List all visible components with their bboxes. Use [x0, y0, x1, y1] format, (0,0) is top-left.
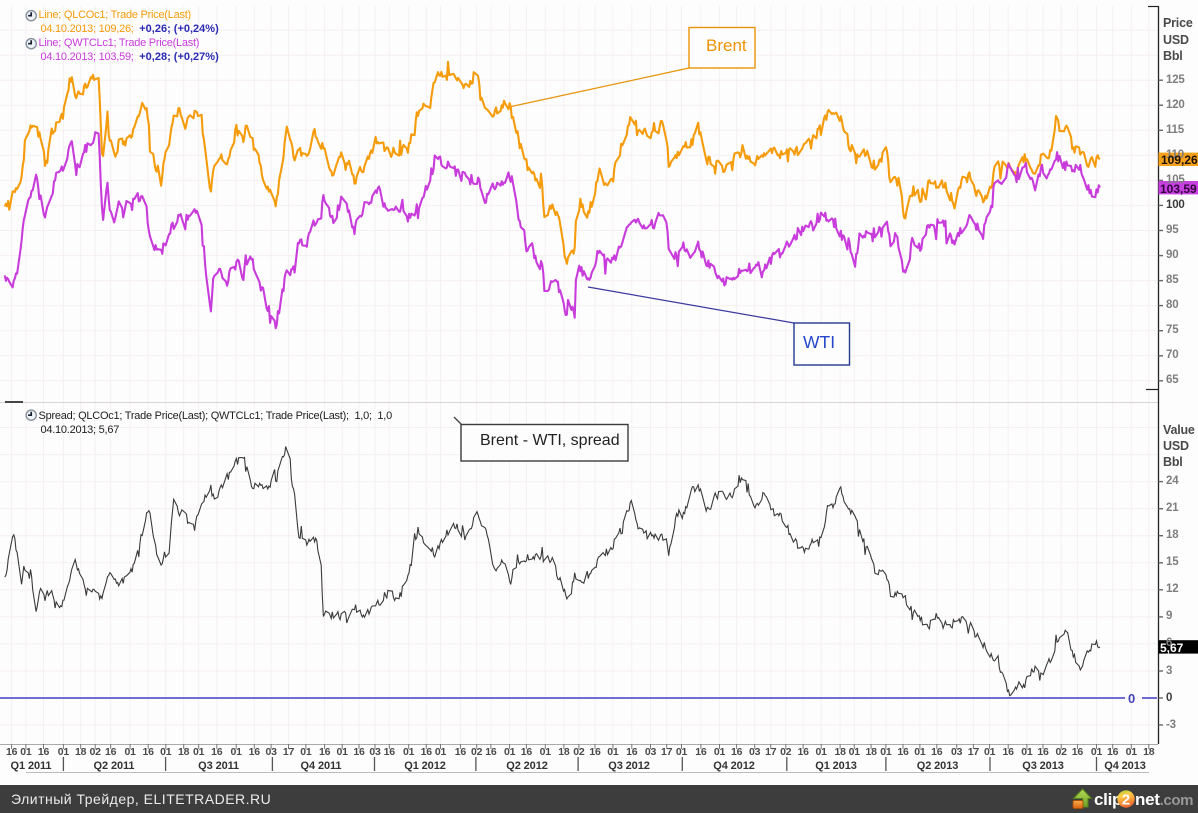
svg-text:2: 2: [1122, 792, 1130, 809]
